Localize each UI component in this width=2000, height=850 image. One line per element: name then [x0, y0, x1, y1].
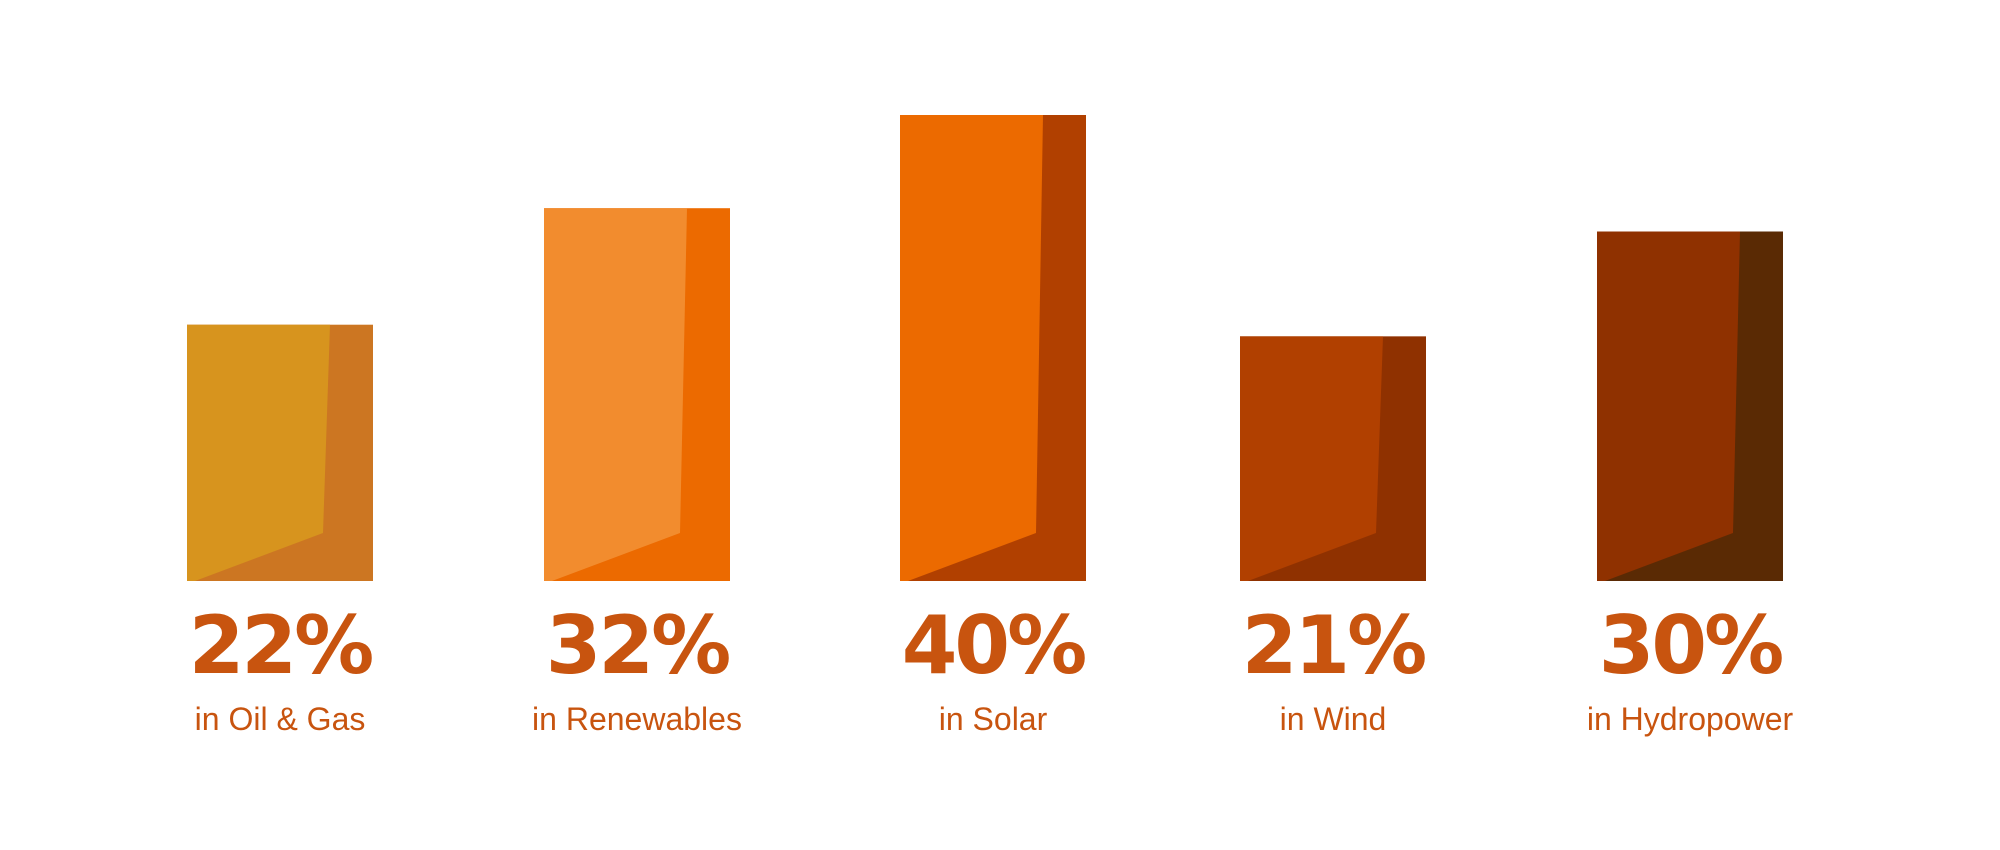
category-label: in Solar — [939, 701, 1048, 737]
category-label: in Oil & Gas — [195, 701, 366, 737]
bar-front — [900, 115, 1043, 581]
bar-3 — [900, 115, 1086, 581]
value-label: 30% — [1599, 599, 1782, 692]
bar-1 — [187, 324, 373, 581]
value-label: 22% — [189, 599, 372, 692]
bar-2 — [544, 208, 730, 581]
category-label: in Wind — [1280, 701, 1387, 737]
bar-front — [1597, 231, 1740, 581]
bar-front — [1240, 336, 1383, 581]
bar-front — [544, 208, 687, 581]
category-label: in Renewables — [532, 701, 742, 737]
category-label: in Hydropower — [1587, 701, 1794, 737]
value-label: 32% — [546, 599, 729, 692]
bar-5 — [1597, 231, 1783, 581]
bar-4 — [1240, 336, 1426, 581]
value-label: 21% — [1242, 599, 1425, 692]
bar-front — [187, 324, 330, 581]
value-label: 40% — [902, 599, 1085, 692]
